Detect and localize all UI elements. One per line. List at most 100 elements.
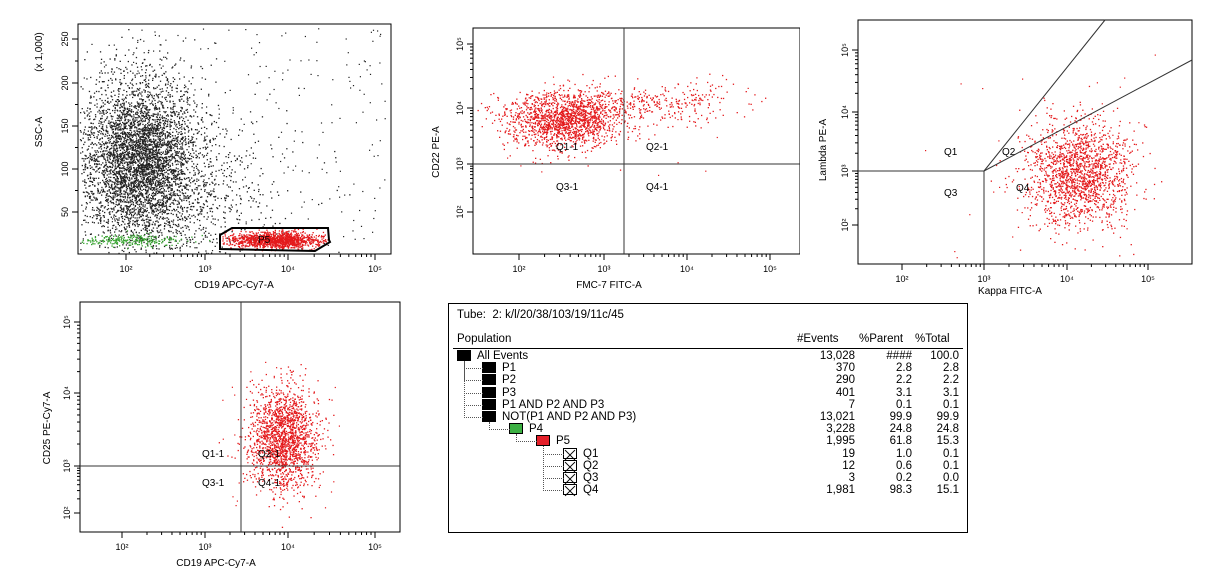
population-name: P2 bbox=[502, 374, 516, 386]
y-tick-label: 250 bbox=[60, 31, 70, 46]
percent-total: 100.0 bbox=[899, 350, 959, 362]
y-tick-label: 10⁴ bbox=[455, 101, 465, 115]
y-tick-label: 10⁵ bbox=[840, 43, 850, 57]
y-tick-label: 10⁴ bbox=[62, 386, 72, 400]
quadrant-gate-icon bbox=[563, 448, 577, 459]
percent-total: 99.9 bbox=[899, 411, 959, 423]
y-tick-label: 10² bbox=[840, 218, 850, 231]
x-tick-label: 10³ bbox=[198, 542, 211, 552]
plot-2-q1-label: Q1-1 bbox=[556, 142, 579, 153]
plot-2-q2-label: Q2-1 bbox=[646, 142, 669, 153]
plot-2-q4-label: Q4-1 bbox=[646, 182, 669, 193]
plot-3-y-label: Lambda PE-A bbox=[818, 119, 829, 182]
plot-4-q3-label: Q3-1 bbox=[202, 478, 225, 489]
percent-total: 15.1 bbox=[899, 484, 959, 496]
gate-color-swatch bbox=[509, 423, 523, 434]
percent-total: 15.3 bbox=[899, 435, 959, 447]
population-name: Q1 bbox=[583, 448, 598, 460]
plot-4-q2-label: Q2-1 bbox=[258, 449, 281, 460]
event-count: 3,228 bbox=[795, 423, 855, 435]
plot-1-y-unit: (x 1,000) bbox=[34, 32, 45, 71]
plot-4-q1-label: Q1-1 bbox=[202, 449, 225, 460]
percent-total: 0.0 bbox=[899, 472, 959, 484]
plot-4-x-label: CD19 APC-Cy7-A bbox=[176, 558, 256, 569]
percent-total: 0.1 bbox=[899, 460, 959, 472]
gate-p5-label: P5 bbox=[258, 235, 271, 246]
x-tick-label: 10⁴ bbox=[281, 542, 295, 552]
y-tick-label: 10⁴ bbox=[840, 105, 850, 119]
column-header-parent: %Parent bbox=[859, 333, 903, 345]
quadrant-gate-icon bbox=[563, 472, 577, 483]
plot-4-frame bbox=[80, 302, 400, 532]
tree-connector bbox=[543, 446, 564, 491]
x-tick-label: 10² bbox=[895, 274, 908, 284]
plot-1-x-label: CD19 APC-Cy7-A bbox=[194, 280, 274, 291]
y-tick-label: 150 bbox=[60, 118, 70, 133]
x-tick-label: 10⁵ bbox=[763, 264, 777, 274]
y-tick-label: 10⁵ bbox=[62, 315, 72, 329]
plot-2-y-label: CD22 PE-A bbox=[431, 126, 442, 178]
event-count: 13,021 bbox=[795, 411, 855, 423]
gate-color-swatch bbox=[482, 399, 496, 410]
x-tick-label: 10⁴ bbox=[680, 264, 694, 274]
tube-header: Tube: 2: k/l/20/38/103/19/11c/45 bbox=[457, 309, 624, 321]
column-header-events: #Events bbox=[797, 333, 839, 345]
plot-3-q3-label: Q3 bbox=[944, 188, 958, 199]
tree-connector bbox=[516, 434, 537, 442]
y-tick-label: 10³ bbox=[62, 459, 72, 472]
event-count: 7 bbox=[795, 399, 855, 411]
plot-3-q1-label: Q1 bbox=[944, 147, 958, 158]
event-count: 19 bbox=[795, 448, 855, 460]
header-divider bbox=[453, 348, 963, 349]
gate-color-swatch bbox=[482, 374, 496, 385]
population-name: NOT(P1 AND P2 AND P3) bbox=[502, 411, 636, 423]
x-tick-label: 10⁵ bbox=[1141, 274, 1155, 284]
percent-total: 24.8 bbox=[899, 423, 959, 435]
population-name: All Events bbox=[477, 350, 528, 362]
tube-value: 2: k/l/20/38/103/19/11c/45 bbox=[492, 309, 624, 321]
event-count: 401 bbox=[795, 387, 855, 399]
x-tick-label: 10² bbox=[512, 264, 525, 274]
event-count: 3 bbox=[795, 472, 855, 484]
y-tick-label: 50 bbox=[60, 207, 70, 217]
y-tick-label: 100 bbox=[60, 161, 70, 176]
y-tick-label: 10⁵ bbox=[455, 37, 465, 51]
event-count: 1,995 bbox=[795, 435, 855, 447]
tube-label: Tube: bbox=[457, 309, 486, 321]
population-name: Q2 bbox=[583, 460, 598, 472]
gate-color-swatch bbox=[482, 411, 496, 422]
y-tick-label: 10² bbox=[62, 506, 72, 519]
gate-color-swatch bbox=[457, 350, 471, 361]
population-name: P3 bbox=[502, 387, 516, 399]
plot-2-q3-label: Q3-1 bbox=[556, 182, 579, 193]
x-tick-label: 10⁴ bbox=[1060, 274, 1074, 284]
x-tick-label: 10² bbox=[119, 264, 132, 274]
x-tick-label: 10⁵ bbox=[368, 542, 382, 552]
population-name: Q4 bbox=[583, 484, 598, 496]
gate-color-swatch bbox=[536, 435, 550, 446]
column-header-population: Population bbox=[457, 333, 511, 345]
gate-color-swatch bbox=[482, 387, 496, 398]
plot-3-x-label: Kappa FITC-A bbox=[978, 286, 1042, 297]
percent-total: 0.1 bbox=[899, 448, 959, 460]
y-tick-label: 200 bbox=[60, 75, 70, 90]
population-name: P1 bbox=[502, 362, 516, 374]
x-tick-label: 10⁵ bbox=[368, 264, 382, 274]
population-name: P1 AND P2 AND P3 bbox=[502, 399, 604, 411]
